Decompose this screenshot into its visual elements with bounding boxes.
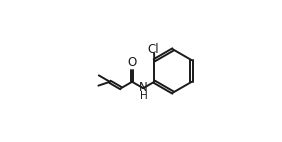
Text: Cl: Cl xyxy=(148,43,159,56)
Text: N: N xyxy=(139,81,147,94)
Text: H: H xyxy=(140,91,148,101)
Text: O: O xyxy=(127,56,137,69)
